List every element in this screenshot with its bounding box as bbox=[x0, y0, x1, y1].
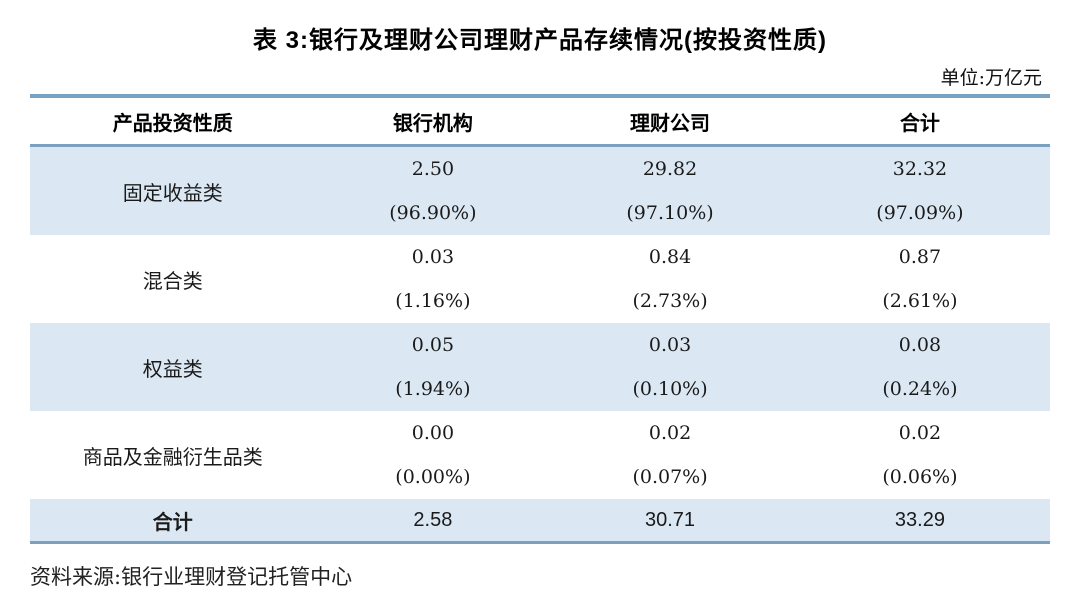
row-label: 固定收益类 bbox=[122, 180, 223, 205]
data-cell: 0.08 (0.24%) bbox=[790, 323, 1050, 411]
cell-percentage: (1.16%) bbox=[395, 290, 471, 312]
unit-label: 单位:万亿元 bbox=[940, 67, 1042, 89]
cell-percentage: (97.09%) bbox=[876, 202, 964, 224]
total-cell: 33.29 bbox=[894, 508, 945, 531]
total-label: 合计 bbox=[152, 511, 193, 534]
cell-value: 0.02 bbox=[898, 422, 942, 444]
cell-percentage: (97.10%) bbox=[626, 202, 714, 224]
cell-percentage: (0.06%) bbox=[882, 466, 958, 488]
cell-percentage: (0.00%) bbox=[395, 466, 471, 488]
row-label: 商品及金融衍生品类 bbox=[82, 444, 263, 469]
total-cell: 30.71 bbox=[645, 508, 696, 531]
cell-value: 0.08 bbox=[898, 334, 942, 356]
row-label: 混合类 bbox=[142, 268, 203, 293]
table-title: 表 3:银行及理财公司理财产品存续情况(按投资性质) bbox=[253, 27, 827, 54]
cell-percentage: (0.24%) bbox=[882, 378, 958, 400]
data-cell: 0.03 (1.16%) bbox=[316, 235, 551, 323]
table-row-fixed-income: 固定收益类 2.50 (96.90%) 29.82 (97.10%) 32.32… bbox=[30, 145, 1050, 236]
cell-value: 0.87 bbox=[898, 246, 942, 268]
cell-value: 29.82 bbox=[642, 158, 698, 180]
cell-value: 0.02 bbox=[648, 422, 692, 444]
cell-value: 32.32 bbox=[892, 158, 948, 180]
column-header-banks: 银行机构 bbox=[315, 96, 551, 147]
table-row-mixed: 混合类 0.03 (1.16%) 0.84 (2.73%) 0.87 (2.61… bbox=[30, 235, 1050, 323]
data-cell: 0.05 (1.94%) bbox=[316, 323, 551, 411]
table-header-row: 产品投资性质 银行机构 理财公司 合计 bbox=[30, 96, 1050, 147]
source-note: 资料来源:银行业理财登记托管中心 bbox=[30, 565, 353, 589]
table-row-total: 合计 2.58 30.71 33.29 bbox=[30, 499, 1050, 543]
data-cell: 2.50 (96.90%) bbox=[316, 146, 551, 236]
data-cell: 0.03 (0.10%) bbox=[550, 323, 790, 411]
cell-value: 0.00 bbox=[411, 422, 455, 444]
data-cell: 0.02 (0.07%) bbox=[550, 411, 790, 499]
data-cell: 32.32 (97.09%) bbox=[790, 146, 1050, 236]
row-label: 权益类 bbox=[142, 356, 203, 381]
cell-percentage: (96.90%) bbox=[389, 202, 477, 224]
cell-value: 0.03 bbox=[648, 334, 692, 356]
cell-percentage: (1.94%) bbox=[395, 378, 471, 400]
cell-percentage: (0.07%) bbox=[632, 466, 708, 488]
total-cell: 2.58 bbox=[413, 508, 453, 531]
table-row-derivatives: 商品及金融衍生品类 0.00 (0.00%) 0.02 (0.07%) 0.02… bbox=[30, 411, 1050, 499]
cell-value: 0.05 bbox=[411, 334, 455, 356]
data-cell: 0.00 (0.00%) bbox=[316, 411, 551, 499]
wealth-products-table: 产品投资性质 银行机构 理财公司 合计 固定收益类 2.50 (96.90%) … bbox=[30, 94, 1050, 544]
cell-percentage: (2.73%) bbox=[632, 290, 708, 312]
data-cell: 29.82 (97.10%) bbox=[550, 146, 790, 236]
cell-percentage: (2.61%) bbox=[882, 290, 958, 312]
table-row-equity: 权益类 0.05 (1.94%) 0.03 (0.10%) 0.08 (0.24… bbox=[30, 323, 1050, 411]
column-header-category: 产品投资性质 bbox=[30, 96, 316, 147]
data-cell: 0.02 (0.06%) bbox=[790, 411, 1050, 499]
cell-value: 0.84 bbox=[648, 246, 692, 268]
data-cell: 0.84 (2.73%) bbox=[550, 235, 790, 323]
data-cell: 0.87 (2.61%) bbox=[790, 235, 1050, 323]
cell-value: 0.03 bbox=[411, 246, 455, 268]
cell-percentage: (0.10%) bbox=[632, 378, 708, 400]
column-header-total: 合计 bbox=[789, 96, 1050, 147]
column-header-wealth-companies: 理财公司 bbox=[550, 96, 790, 147]
cell-value: 2.50 bbox=[411, 158, 455, 180]
